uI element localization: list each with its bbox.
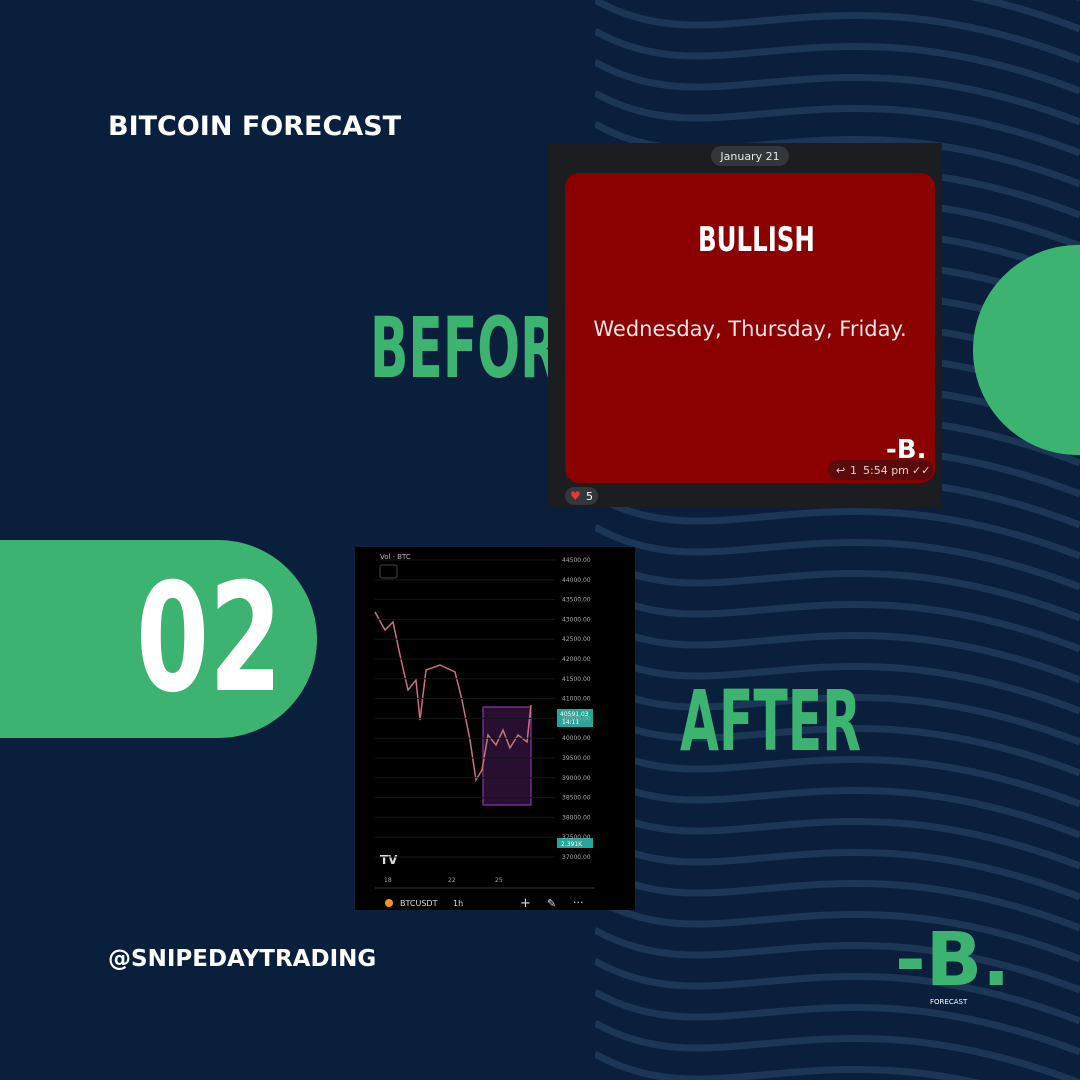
message-title: BULLISH [698, 220, 815, 259]
wave-line [595, 523, 1080, 591]
wave-line [595, 926, 1080, 994]
wave-line [595, 647, 1080, 715]
date-pill [711, 146, 789, 166]
wave-line [595, 0, 1080, 64]
wave-line [595, 988, 1080, 1056]
collapse-button[interactable] [379, 564, 398, 579]
wave-line [595, 895, 1080, 963]
coin-icon [385, 899, 393, 907]
green-circle [973, 245, 1080, 455]
wave-line [595, 1050, 981, 1080]
price-axis-label: 38000.00 [562, 814, 591, 821]
price-axis-label: 40500.00 [562, 715, 591, 722]
time: 5:54 pm [863, 464, 909, 477]
wave-line [595, 864, 1080, 932]
price-axis-label: 42500.00 [562, 636, 591, 643]
price-label: 40591.03 [560, 711, 589, 718]
x-axis-label: 22 [448, 877, 456, 884]
add-button[interactable]: + [520, 896, 531, 911]
price-axis-label: 37000.00 [562, 854, 591, 861]
tv-logo: TV [380, 853, 398, 867]
after-screenshot: Vol · BTC 40591.03 14:11 2.391K TV BTCUS… [355, 547, 635, 911]
price-axis-label: 41000.00 [562, 696, 591, 703]
wave-line [595, 678, 1080, 746]
countdown: 14:11 [562, 719, 579, 726]
more-button[interactable]: ··· [573, 896, 584, 909]
range-box [482, 706, 532, 806]
x-axis-label: 25 [495, 877, 503, 884]
title: BITCOIN FORECAST [108, 111, 402, 142]
volume-label: 2.391K [561, 841, 583, 848]
wave-line [595, 709, 1080, 777]
price-axis-label: 37500.00 [562, 834, 591, 841]
price-axis-label: 39000.00 [562, 775, 591, 782]
price-axis-label: 39500.00 [562, 755, 591, 762]
wave-line [595, 89, 1080, 157]
reply-count: 1 [850, 464, 857, 477]
wave-line [595, 58, 1080, 126]
wave-line [595, 833, 1080, 901]
heart-icon: ♥ [570, 489, 581, 503]
draw-button[interactable]: ✎ [547, 897, 556, 910]
x-axis-label: 18 [384, 877, 392, 884]
wave-line [595, 740, 1080, 808]
reaction-count: 5 [586, 490, 593, 503]
price-axis-label: 44500.00 [562, 557, 591, 564]
reply-icon: ↩ [836, 464, 845, 477]
reaction-pill [565, 487, 598, 505]
meta-pill [828, 460, 933, 480]
price-axis-label: 38500.00 [562, 795, 591, 802]
before-screenshot: January 21 BULLISH Wednesday, Thursday, … [548, 143, 942, 507]
read-ticks: ✓✓ [912, 464, 930, 477]
number: 02 [136, 551, 282, 726]
chart-legend: Vol · BTC [380, 553, 411, 561]
wave-line [595, 585, 1080, 653]
wave-line [595, 1019, 1080, 1080]
price-line [374, 611, 532, 783]
green-pill [0, 540, 317, 738]
after-label: AFTER [680, 674, 861, 771]
wave-line [595, 771, 1080, 839]
wave-line [595, 957, 1080, 1025]
message-text: Wednesday, Thursday, Friday. [593, 317, 906, 341]
wave-line [595, 492, 1080, 560]
price-axis-label: 43000.00 [562, 616, 591, 623]
logo-caption: FORECAST [930, 998, 968, 1006]
price-tag [557, 709, 593, 727]
volume-tag [557, 838, 593, 848]
price-axis-label: 43500.00 [562, 597, 591, 604]
screenshot-bg [355, 547, 635, 910]
interval: 1h [453, 899, 463, 908]
wave-line [595, 554, 1080, 622]
price-axis-label: 42000.00 [562, 656, 591, 663]
logo-mark: -B. [895, 917, 1010, 1003]
wave-line [595, 802, 1080, 870]
date: January 21 [719, 150, 779, 163]
price-axis-label: 41500.00 [562, 676, 591, 683]
wave-line [595, 27, 1080, 95]
wave-line [595, 616, 1080, 684]
price-axis-label: 44000.00 [562, 577, 591, 584]
message-card [565, 173, 935, 483]
handle: @SNIPEDAYTRADING [108, 946, 376, 972]
symbol: BTCUSDT [400, 899, 438, 908]
price-axis-label: 40000.00 [562, 735, 591, 742]
